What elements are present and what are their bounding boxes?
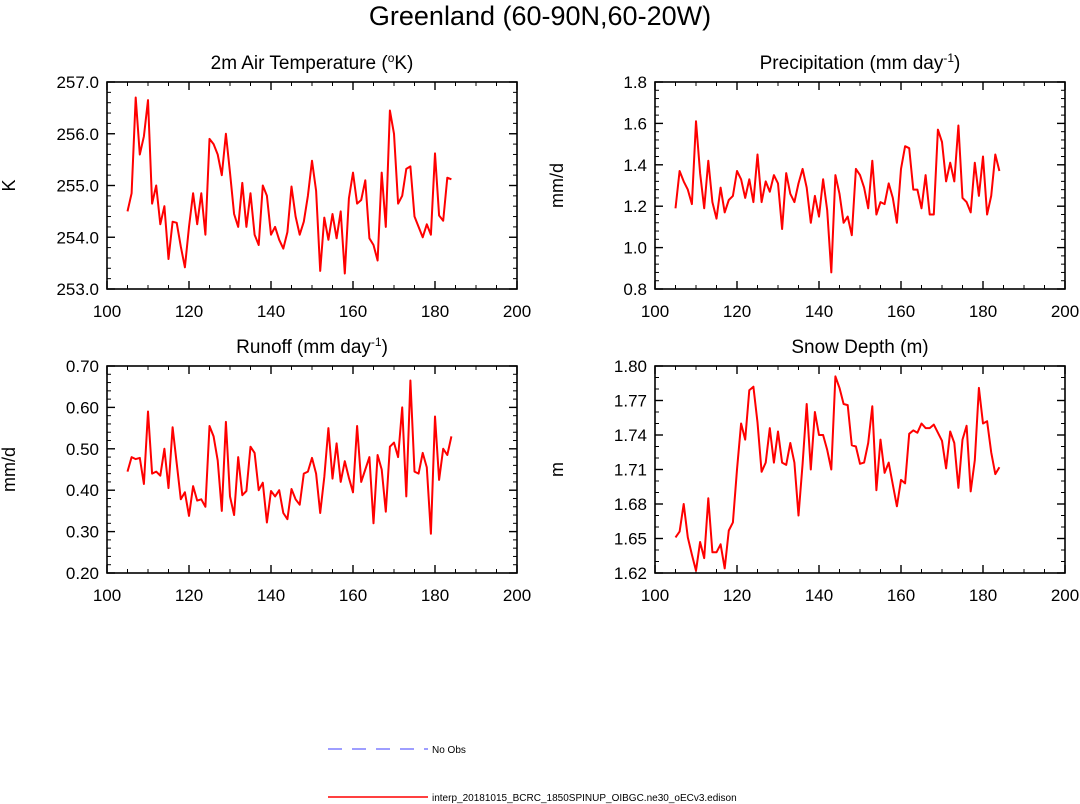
y-tick-label: 0.40 xyxy=(66,481,99,500)
x-tick-label: 160 xyxy=(339,586,367,605)
x-tick-label: 100 xyxy=(93,586,121,605)
panel-title-text: Precipitation (mm day xyxy=(760,53,944,74)
y-tick-label: 0.30 xyxy=(66,523,99,542)
x-tick-label: 140 xyxy=(257,302,285,321)
x-tick-label: 140 xyxy=(257,586,285,605)
x-tick-label: 180 xyxy=(969,302,997,321)
x-tick-label: 140 xyxy=(805,302,833,321)
y-tick-label: 1.71 xyxy=(614,461,647,480)
y-tick-label: 1.6 xyxy=(623,114,647,133)
x-tick-label: 160 xyxy=(887,302,915,321)
legend-entry: interp_20181015_BCRC_1850SPINUP_OIBGC.ne… xyxy=(328,793,737,804)
x-tick-label: 160 xyxy=(339,302,367,321)
panel-title: 2m Air Temperature (oK) xyxy=(211,51,414,74)
y-tick-label: 1.65 xyxy=(614,530,647,549)
legend-label: interp_20181015_BCRC_1850SPINUP_OIBGC.ne… xyxy=(432,793,737,804)
y-tick-label: 0.8 xyxy=(623,280,647,299)
y-tick-label: 256.0 xyxy=(56,125,99,144)
x-tick-label: 120 xyxy=(175,302,203,321)
y-tick-label: 1.0 xyxy=(623,239,647,258)
x-tick-label: 160 xyxy=(887,586,915,605)
y-tick-label: 1.8 xyxy=(623,73,647,92)
panel-title-superscript: o xyxy=(388,51,395,65)
panel-title-text: Snow Depth (m) xyxy=(791,337,928,358)
y-axis-label: m xyxy=(547,462,567,477)
legend: No Obs interp_20181015_BCRC_1850SPINUP_OI… xyxy=(328,745,737,804)
x-tick-label: 100 xyxy=(641,302,669,321)
panel-title: Precipitation (mm day-1) xyxy=(760,51,961,74)
y-axis-label: K xyxy=(0,179,19,191)
x-tick-label: 100 xyxy=(93,302,121,321)
y-tick-label: 1.68 xyxy=(614,495,647,514)
x-tick-label: 200 xyxy=(503,586,531,605)
panel-title-superscript: -1 xyxy=(371,335,382,349)
panel-title-tail: ) xyxy=(954,53,960,74)
y-tick-label: 257.0 xyxy=(56,73,99,92)
panel-title: Runoff (mm day-1) xyxy=(236,335,388,358)
x-tick-label: 120 xyxy=(723,586,751,605)
legend-entry: No Obs xyxy=(328,745,466,756)
plot-frame xyxy=(106,365,518,574)
series-line xyxy=(674,120,1001,274)
panel-title: Snow Depth (m) xyxy=(791,337,928,358)
legend-label: No Obs xyxy=(432,745,466,756)
x-tick-label: 200 xyxy=(503,302,531,321)
y-tick-label: 0.50 xyxy=(66,440,99,459)
panel-snow-depth: Snow Depth (m) m 100 120 140 160 180 200 1.62 1.6… xyxy=(547,337,1079,605)
y-axis-label: mm/d xyxy=(547,163,567,208)
y-tick-label: 1.77 xyxy=(614,392,647,411)
y-tick-label: 0.70 xyxy=(66,357,99,376)
y-tick-label: 254.0 xyxy=(56,228,99,247)
x-tick-label: 120 xyxy=(723,302,751,321)
series-line xyxy=(126,96,452,275)
y-tick-label: 1.80 xyxy=(614,357,647,376)
series-line xyxy=(126,379,453,535)
y-tick-label: 1.4 xyxy=(623,156,647,175)
figure-title: Greenland (60-90N,60-20W) xyxy=(368,1,712,31)
plot-frame xyxy=(654,365,1066,574)
x-tick-label: 200 xyxy=(1051,302,1079,321)
y-tick-label: 1.74 xyxy=(614,426,647,445)
x-tick-label: 180 xyxy=(969,586,997,605)
plot-frame xyxy=(654,81,1066,290)
x-tick-label: 180 xyxy=(421,586,449,605)
x-tick-label: 140 xyxy=(805,586,833,605)
panel-air-temperature: 2m Air Temperature (oK) K 100 120 140 160 180 2… xyxy=(0,51,531,321)
panel-title-text: 2m Air Temperature ( xyxy=(211,53,389,74)
panel-title-superscript: -1 xyxy=(943,51,954,65)
panel-runoff: Runoff (mm day-1) mm/d 100 120 140 160 180 200 0… xyxy=(0,335,531,605)
y-tick-label: 253.0 xyxy=(56,280,99,299)
x-tick-label: 100 xyxy=(641,586,669,605)
panel-title-tail: K) xyxy=(394,53,413,74)
panel-title-text: Runoff (mm day xyxy=(236,337,371,358)
series-line xyxy=(674,375,1001,572)
y-tick-label: 1.62 xyxy=(614,564,647,583)
y-tick-label: 1.2 xyxy=(623,197,647,216)
y-tick-label: 0.60 xyxy=(66,398,99,417)
x-tick-label: 120 xyxy=(175,586,203,605)
y-tick-label: 0.20 xyxy=(66,564,99,583)
panel-precipitation: Precipitation (mm day-1) mm/d 100 120 140 160… xyxy=(547,51,1079,321)
y-tick-label: 255.0 xyxy=(56,177,99,196)
y-axis-label: mm/d xyxy=(0,447,19,492)
panel-title-tail: ) xyxy=(382,337,388,358)
x-tick-label: 200 xyxy=(1051,586,1079,605)
x-tick-label: 180 xyxy=(421,302,449,321)
